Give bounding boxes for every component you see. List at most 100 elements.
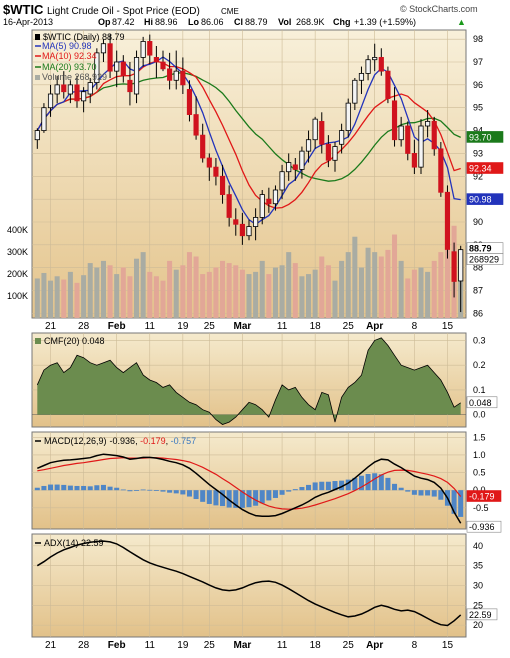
macd-histogram-bar <box>120 489 126 491</box>
volume-bar <box>180 265 186 318</box>
candle-body <box>391 100 398 141</box>
volume-bar <box>279 265 285 318</box>
price-tick-label: 87 <box>473 286 483 296</box>
volume-bar <box>160 280 166 318</box>
candle-body <box>352 79 358 104</box>
volume-bar <box>213 267 219 318</box>
volume-last-tag: 268929 <box>469 255 499 265</box>
volume-bar <box>239 269 245 318</box>
volume-bar <box>272 267 278 318</box>
candle-body <box>120 61 126 77</box>
macd-histogram-bar <box>279 490 285 495</box>
date-tick-label: 25 <box>343 321 355 332</box>
volume-bar <box>398 260 404 318</box>
macd-histogram-bar <box>186 490 192 497</box>
macd-histogram-bar <box>34 487 40 491</box>
macd-tag-bg <box>466 490 502 502</box>
change-label: Chg <box>333 17 351 27</box>
macd-histogram-bar <box>220 490 226 507</box>
cmf-last-value: 0.048 <box>469 398 492 408</box>
cmf-tag-bg <box>466 396 498 409</box>
date-tick-label: 11 <box>277 321 288 332</box>
volume-bar <box>259 260 265 318</box>
close-value: 88.79 <box>245 17 268 27</box>
price-tick-label: 90 <box>473 217 483 227</box>
date-tick-label: 11 <box>145 640 156 651</box>
candle-body <box>186 89 193 115</box>
volume-bar <box>134 258 140 318</box>
volume-bar <box>352 236 358 318</box>
volume-bar <box>107 265 113 318</box>
credit: © StockCharts.com <box>400 4 478 14</box>
volume-bar <box>431 260 437 318</box>
volume-bar <box>345 252 351 318</box>
volume-bar <box>286 252 292 318</box>
macd-legend-macd: -0.936 <box>110 436 136 446</box>
macd-histogram-bar <box>134 490 140 491</box>
volume-bar <box>100 260 106 318</box>
volume-bar <box>193 256 199 318</box>
volume-bar <box>253 271 259 318</box>
macd-histogram-bar <box>61 484 67 491</box>
macd-histogram-bar <box>246 490 252 508</box>
volume-bar <box>147 271 153 318</box>
candle-body <box>213 166 219 177</box>
macd-histogram-bar <box>372 473 378 491</box>
volume-bar <box>94 267 100 318</box>
candle-body <box>100 43 107 54</box>
macd-histogram-bar <box>352 477 358 491</box>
macd-histogram-bar <box>286 490 292 492</box>
candle-body <box>425 121 431 127</box>
date-tick-label: Apr <box>366 321 383 332</box>
cmf-tick-label: 0.3 <box>473 335 486 345</box>
candle-body <box>107 43 113 72</box>
macd-histogram-bar <box>140 489 146 491</box>
macd-histogram-bar <box>226 490 232 508</box>
exchange: CME <box>221 7 239 16</box>
legend-ma10: MA(10) 92.34 <box>42 51 97 61</box>
candle-body <box>133 57 140 95</box>
volume-bar <box>266 274 272 318</box>
volume-bar <box>48 280 54 318</box>
volume-bar <box>299 276 305 318</box>
date-tick-label: 28 <box>78 640 90 651</box>
cmf-tick-label: 0.1 <box>473 385 486 395</box>
ma20-line <box>36 72 461 182</box>
volume-bar <box>358 267 364 318</box>
ma5-last-tag: 90.98 <box>469 195 492 205</box>
candle-body <box>378 57 384 72</box>
adx-line <box>36 540 462 627</box>
candle-body <box>200 134 206 159</box>
macd-tick-label: 0.5 <box>473 468 486 478</box>
macd-tick-label: 1.5 <box>473 432 486 442</box>
macd-tick-label: 1.0 <box>473 450 486 460</box>
adx-last-value: 22.59 <box>469 610 492 620</box>
candle-body <box>418 125 424 168</box>
instrument-name: Light Crude Oil - Spot Price (EOD) <box>47 6 200 17</box>
adx-tick-label: 25 <box>473 600 483 610</box>
date-tick-label: 28 <box>78 321 90 332</box>
quote-date: 16-Apr-2013 <box>3 17 53 27</box>
price-last-tag: 88.79 <box>469 244 492 254</box>
volume-bar <box>372 252 378 318</box>
macd-histogram-bar <box>160 490 166 492</box>
price-tick-label: 93 <box>473 148 483 158</box>
price-tick-label: 95 <box>473 103 483 113</box>
date-tick-label: 15 <box>442 640 454 651</box>
volume-bar <box>385 249 391 318</box>
macd-histogram-bar <box>54 484 60 491</box>
volume-bar <box>226 263 232 318</box>
candle-body <box>438 148 444 193</box>
adx-axis-ticks: 20 25 30 35 40 <box>473 541 483 630</box>
volume-bar <box>41 272 47 318</box>
candle-body <box>81 91 87 102</box>
macd-histogram-bar <box>299 487 305 491</box>
chart-header: $WTIC Light Crude Oil - Spot Price (EOD)… <box>3 2 478 27</box>
cmf-tick-label: 0.2 <box>473 360 486 370</box>
volume-bar <box>200 274 206 318</box>
volume-bars <box>34 225 464 318</box>
volume-bar <box>306 274 312 318</box>
macd-histogram-bar <box>180 490 186 495</box>
price-tick-label: 92 <box>473 171 483 181</box>
